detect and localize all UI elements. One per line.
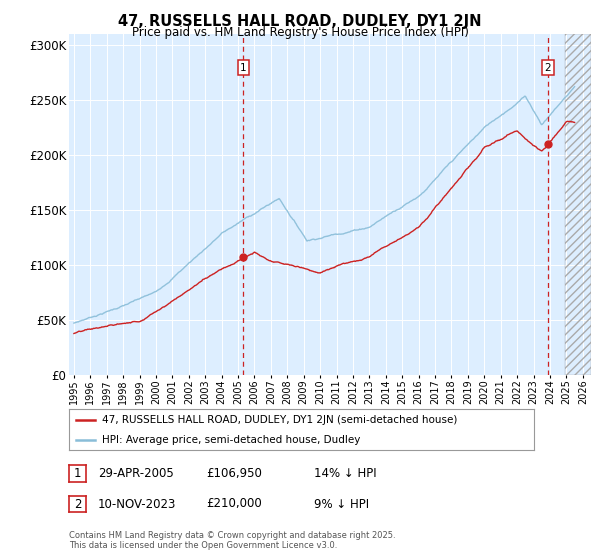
Text: 9% ↓ HPI: 9% ↓ HPI [314,497,369,511]
Bar [565,34,591,375]
Text: 1: 1 [74,466,81,480]
Text: 2: 2 [74,497,81,511]
Text: £210,000: £210,000 [206,497,262,511]
Text: 2: 2 [544,63,551,73]
Text: 10-NOV-2023: 10-NOV-2023 [98,497,176,511]
Text: 1: 1 [240,63,247,73]
Text: Contains HM Land Registry data © Crown copyright and database right 2025.
This d: Contains HM Land Registry data © Crown c… [69,531,395,550]
Text: 29-APR-2005: 29-APR-2005 [98,466,173,480]
Text: HPI: Average price, semi-detached house, Dudley: HPI: Average price, semi-detached house,… [101,435,360,445]
Text: Price paid vs. HM Land Registry's House Price Index (HPI): Price paid vs. HM Land Registry's House … [131,26,469,39]
Text: 47, RUSSELLS HALL ROAD, DUDLEY, DY1 2JN: 47, RUSSELLS HALL ROAD, DUDLEY, DY1 2JN [118,14,482,29]
Text: £106,950: £106,950 [206,466,262,480]
Text: 14% ↓ HPI: 14% ↓ HPI [314,466,376,480]
Text: 47, RUSSELLS HALL ROAD, DUDLEY, DY1 2JN (semi-detached house): 47, RUSSELLS HALL ROAD, DUDLEY, DY1 2JN … [101,415,457,425]
